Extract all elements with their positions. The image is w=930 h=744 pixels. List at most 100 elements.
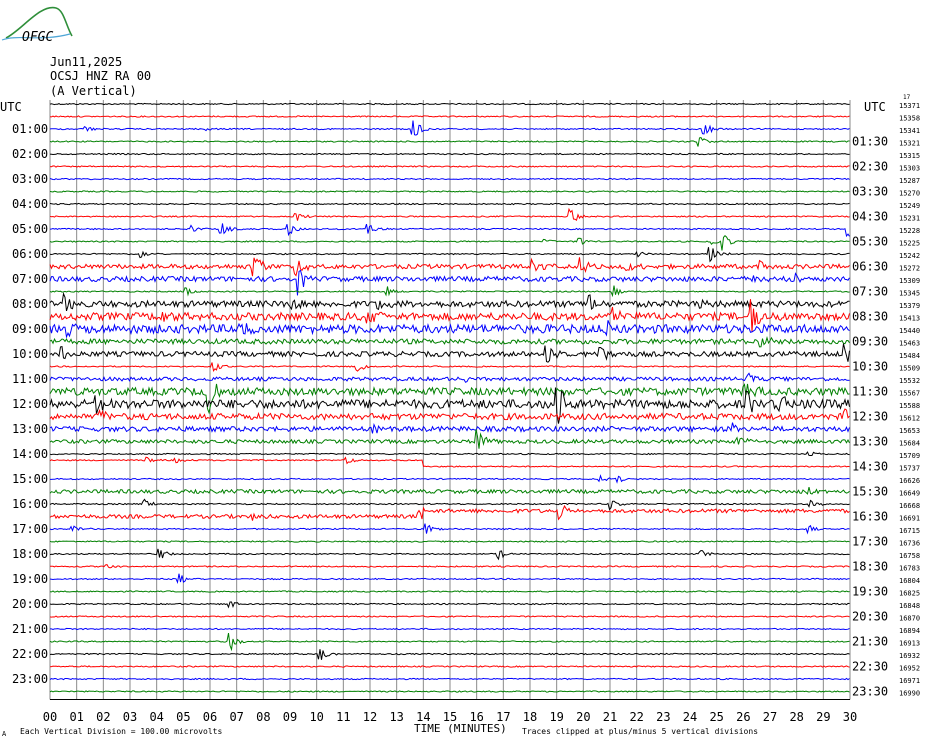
x-tick-label: 00 [43,710,57,724]
seismic-trace [49,320,850,339]
left-time-label: 08:00 [12,297,48,311]
seismic-trace [49,456,850,468]
right-time-label: 19:30 [852,585,888,599]
seismic-trace [49,523,850,535]
seismic-trace [49,633,850,652]
right-axis-title: UTC [864,100,886,114]
seismic-trace [49,564,850,569]
count-label: 15653 [899,427,920,435]
count-label: 15315 [899,152,920,160]
scale-note: Each Vertical Division = 100.00 microvol… [20,727,222,736]
count-label: 16649 [899,490,920,498]
seismic-trace [49,677,850,681]
right-time-label: 23:30 [852,685,888,699]
left-time-label: 11:00 [12,372,48,386]
seismic-trace [49,548,850,561]
count-label: 15509 [899,365,920,373]
left-time-label: 01:00 [12,122,48,136]
count-label: 15612 [899,415,920,423]
count-label: 15345 [899,290,920,298]
seismic-trace [49,422,850,434]
count-label: 16626 [899,477,920,485]
seismic-trace [49,486,850,495]
right-time-label: 05:30 [852,235,888,249]
right-time-label: 09:30 [852,335,888,349]
count-label: 16952 [899,665,920,673]
right-time-label: 14:30 [852,460,888,474]
x-tick-label: 18 [523,710,537,724]
seismic-trace [49,573,850,585]
count-label: 16848 [899,602,920,610]
seismic-trace [49,285,850,298]
logo-text: OFGC [22,30,53,45]
seismic-trace [49,299,850,332]
seismic-trace [49,223,850,238]
x-tick-label: 04 [149,710,163,724]
right-time-label: 06:30 [852,260,888,274]
right-time-label: 01:30 [852,135,888,149]
x-tick-label: 02 [96,710,110,724]
x-tick-label: 12 [363,710,377,724]
x-tick-label: 03 [123,710,137,724]
right-counts: 15371 15358 15341 15321 15315 15303 15287 15270… [899,94,920,698]
x-tick-label: 29 [816,710,830,724]
seismic-trace [49,152,850,156]
count-label: 15341 [899,127,920,135]
x-tick-label: 23 [656,710,670,724]
count-label: 15532 [899,377,920,385]
right-time-label: 18:30 [852,560,888,574]
seismic-trace [50,627,850,631]
left-axis-title: UTC [0,100,22,114]
seismic-trace [49,590,850,593]
seismic-trace [49,665,850,668]
left-time-label: 15:00 [12,472,48,486]
left-time-label: 21:00 [12,622,48,636]
left-time-label: 20:00 [12,597,48,611]
left-time-label: 14:00 [12,447,48,461]
x-tick-labels: 00 01 02 03 04 05 06 07 08 09 10 11 12 13 14 15 16 17 18 19… [43,710,857,724]
count-label: 15567 [899,390,920,398]
count-label: 15249 [899,202,920,210]
x-tick-label: 17 [496,710,510,724]
count-label: 15684 [899,440,920,448]
chart-date: Jun11,2025 [50,55,122,69]
seismic-trace [49,120,850,136]
right-time-label: 02:30 [852,160,888,174]
seismic-trace [49,343,850,363]
count-label: 16932 [899,652,920,660]
right-time-label: 03:30 [852,185,888,199]
seismic-trace [49,165,850,168]
seismic-trace [49,137,850,147]
count-label: 16758 [899,552,920,560]
x-tick-label: 25 [709,710,723,724]
x-tick-label: 14 [416,710,430,724]
grid [49,100,851,700]
left-time-label: 06:00 [12,247,48,261]
chart-component: (A Vertical) [50,84,137,98]
left-time-label: 22:00 [12,647,48,661]
count-label: 15303 [899,165,920,173]
x-tick-label: 11 [336,710,350,724]
count-label: 16990 [899,690,920,698]
seismic-trace [49,601,850,609]
seismic-trace [49,498,850,511]
traces [49,102,850,693]
count-label: 15379 [899,302,920,310]
left-time-label: 10:00 [12,347,48,361]
chart-station: OCSJ HNZ RA 00 [50,69,151,83]
seismic-trace [49,429,850,449]
x-tick-label: 27 [763,710,777,724]
x-tick-label: 13 [389,710,403,724]
left-time-label: 02:00 [12,147,48,161]
seismic-trace [49,362,850,373]
left-time-label: 13:00 [12,422,48,436]
count-label: 16715 [899,527,920,535]
x-tick-label: 10 [309,710,323,724]
x-tick-label: 26 [736,710,750,724]
count-label: 16804 [899,577,920,585]
x-tick-label: 22 [629,710,643,724]
seismic-trace [49,649,850,660]
seismic-trace [49,690,850,693]
right-time-label: 15:30 [852,485,888,499]
count-label: 15463 [899,340,920,348]
